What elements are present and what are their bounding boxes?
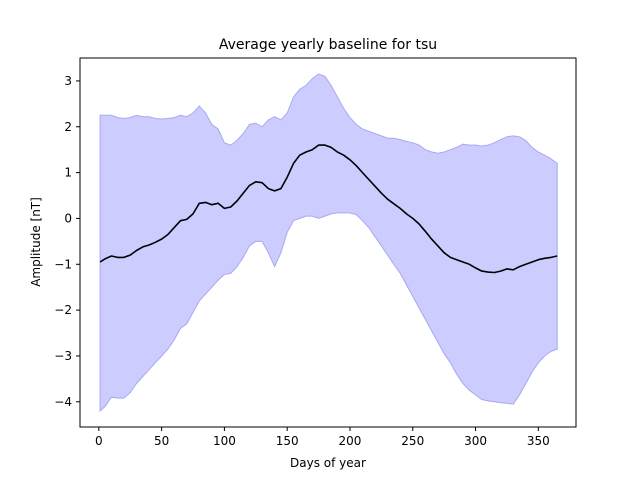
x-tick-label: 100 — [213, 434, 236, 448]
x-tick-label: 200 — [339, 434, 362, 448]
confidence-band-layer — [99, 73, 558, 413]
y-tick-label: −1 — [54, 257, 72, 271]
y-axis: −4 −3 −2 −1 0 1 2 3 — [54, 74, 80, 409]
y-tick-label: 2 — [64, 120, 72, 134]
x-tick-label: 300 — [464, 434, 487, 448]
mean-line-layer — [99, 144, 558, 274]
y-tick-label: 1 — [64, 166, 72, 180]
x-tick-label: 350 — [527, 434, 550, 448]
x-tick-label: 0 — [95, 434, 103, 448]
x-axis: 0 50 100 150 200 250 300 350 — [95, 427, 550, 448]
x-axis-label: Days of year — [290, 456, 366, 470]
y-tick-label: 3 — [64, 74, 72, 88]
confidence-band — [99, 73, 558, 413]
plot-frame — [79, 57, 577, 428]
y-tick-label: 0 — [64, 211, 72, 225]
x-tick-label: 150 — [276, 434, 299, 448]
x-tick-label: 50 — [154, 434, 169, 448]
y-axis-label: Amplitude [nT] — [29, 197, 43, 287]
y-tick-label: −2 — [54, 303, 72, 317]
y-tick-label: −3 — [54, 349, 72, 363]
y-tick-label: −4 — [54, 395, 72, 409]
x-tick-label: 250 — [401, 434, 424, 448]
chart-title: Average yearly baseline for tsu — [219, 37, 437, 53]
mean-line — [99, 144, 558, 274]
